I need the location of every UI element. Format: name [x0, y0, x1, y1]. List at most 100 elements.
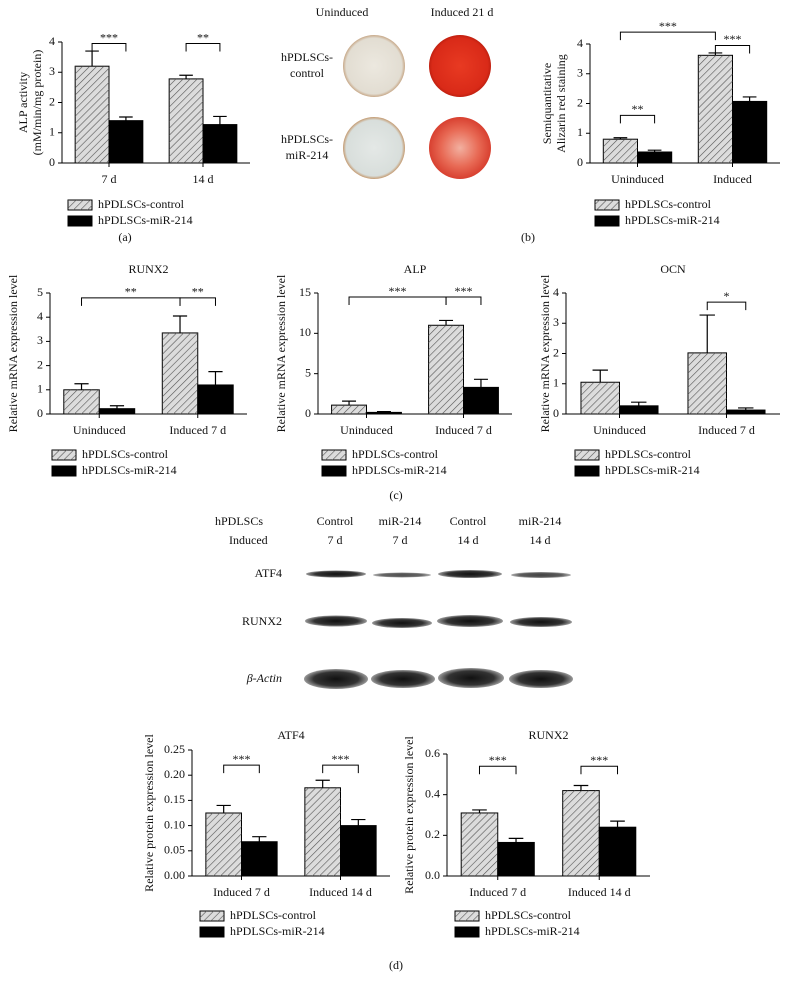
error-bar: [647, 149, 662, 152]
y-axis-label: Alizarin red staining: [554, 54, 568, 153]
bar: [697, 54, 733, 164]
bar: [98, 408, 136, 415]
y-tick-label: 3: [49, 64, 55, 78]
legend-label: hPDLSCs-control: [485, 908, 572, 922]
significance-bracket: [322, 764, 359, 774]
blot-column-label: Control: [317, 514, 354, 528]
significance-label: ***: [455, 284, 473, 298]
error-bar: [74, 383, 89, 390]
y-tick-label: 2: [49, 94, 55, 108]
error-bar: [742, 96, 757, 102]
blot-column-label: 7 d: [328, 533, 343, 547]
blot-column-label: Control: [450, 514, 487, 528]
well-image: [429, 117, 491, 179]
legend-swatch: [454, 926, 480, 938]
bar: [460, 812, 499, 877]
blot-bands: [304, 570, 573, 689]
error-bar: [342, 400, 357, 406]
significance-label: **: [125, 285, 137, 299]
legend-label: hPDLSCs-miR-214: [485, 924, 580, 938]
error-bar: [613, 137, 628, 140]
significance-label: ***: [233, 752, 251, 766]
bar: [637, 151, 673, 164]
bar: [428, 324, 464, 415]
legend-label: hPDLSCs-miR-214: [82, 463, 177, 477]
legend-hatch: [322, 450, 346, 460]
blot-column-label: 14 d: [530, 533, 551, 547]
chart-title: ALP: [404, 262, 427, 276]
y-axis-label: Relative mRNA expression level: [274, 274, 288, 432]
error-bar: [351, 818, 366, 826]
y-axis-label: Relative mRNA expression level: [538, 274, 552, 432]
well-row-label: hPDLSCs-: [281, 50, 333, 64]
y-tick-label: 2: [37, 357, 43, 371]
x-tick-label: Induced 14 d: [568, 885, 631, 899]
legend-hatch: [575, 450, 599, 460]
x-tick-label: Induced: [713, 172, 752, 186]
y-tick-label: 5: [305, 365, 311, 379]
significance-bracket: [348, 296, 447, 306]
error-bar: [315, 779, 330, 788]
blot-row-label: RUNX2: [242, 614, 282, 628]
x-tick-label: Uninduced: [73, 423, 126, 437]
legend-swatch: [67, 215, 93, 227]
blot-row-label: β-Actin: [246, 671, 282, 685]
x-tick-label: Induced 7 d: [213, 885, 270, 899]
y-tick-label: 4: [577, 36, 583, 50]
y-tick-label: 4: [37, 309, 43, 323]
error-bar: [592, 369, 608, 383]
legend-label: hPDLSCs-miR-214: [605, 463, 700, 477]
legend-label: hPDLSCs-miR-214: [230, 924, 325, 938]
x-tick-label: 7 d: [102, 172, 117, 186]
x-tick-label: Uninduced: [593, 423, 646, 437]
legend-swatch: [199, 926, 225, 938]
y-tick-label: 5: [37, 285, 43, 299]
significance-bracket: [445, 296, 482, 306]
panel-label: (c): [389, 488, 402, 502]
blot-header: Induced: [229, 533, 268, 547]
significance-label: **: [632, 102, 644, 116]
error-bar: [216, 804, 231, 813]
bar: [74, 65, 110, 164]
y-axis-label: Semiquantitative: [540, 63, 554, 144]
significance-label: ***: [489, 753, 507, 767]
y-tick-label: 3: [37, 333, 43, 347]
y-tick-label: 3: [553, 315, 559, 329]
y-tick-label: 0: [577, 155, 583, 169]
well-row-label: miR-214: [286, 148, 329, 162]
significance-label: ***: [389, 284, 407, 298]
x-tick-label: Uninduced: [611, 172, 664, 186]
legend-swatch: [594, 215, 620, 227]
legend-label: hPDLSCs-miR-214: [352, 463, 447, 477]
bar: [161, 332, 199, 415]
y-tick-label: 1: [553, 376, 559, 390]
bar: [687, 352, 727, 415]
error-bar: [610, 820, 625, 828]
well-row-label: control: [290, 66, 325, 80]
y-tick-label: 0.4: [425, 786, 440, 800]
well-image: [343, 35, 405, 97]
y-tick-label: 4: [553, 285, 559, 299]
significance-bracket: [223, 764, 260, 774]
error-bar: [376, 410, 391, 413]
y-tick-label: 15: [299, 285, 311, 299]
significance-label: ***: [100, 30, 118, 44]
y-axis-label: Relative protein expression level: [402, 736, 416, 894]
blot-header: hPDLSCs: [215, 514, 263, 528]
blot-column-label: miR-214: [519, 514, 562, 528]
well-row-label: hPDLSCs-: [281, 132, 333, 146]
error-bar: [573, 784, 589, 791]
blot-column-label: 14 d: [458, 533, 479, 547]
bar: [732, 100, 768, 164]
legend-swatch: [51, 465, 77, 477]
chart-title: RUNX2: [128, 262, 168, 276]
legend-label: hPDLSCs-control: [605, 447, 692, 461]
y-tick-label: 0.6: [425, 746, 440, 760]
significance-bracket: [91, 43, 127, 52]
legend-label: hPDLSCs-control: [82, 447, 169, 461]
well-image: [343, 117, 405, 179]
error-bar: [172, 315, 188, 333]
legend-hatch: [200, 911, 224, 921]
y-tick-label: 0.15: [164, 792, 185, 806]
